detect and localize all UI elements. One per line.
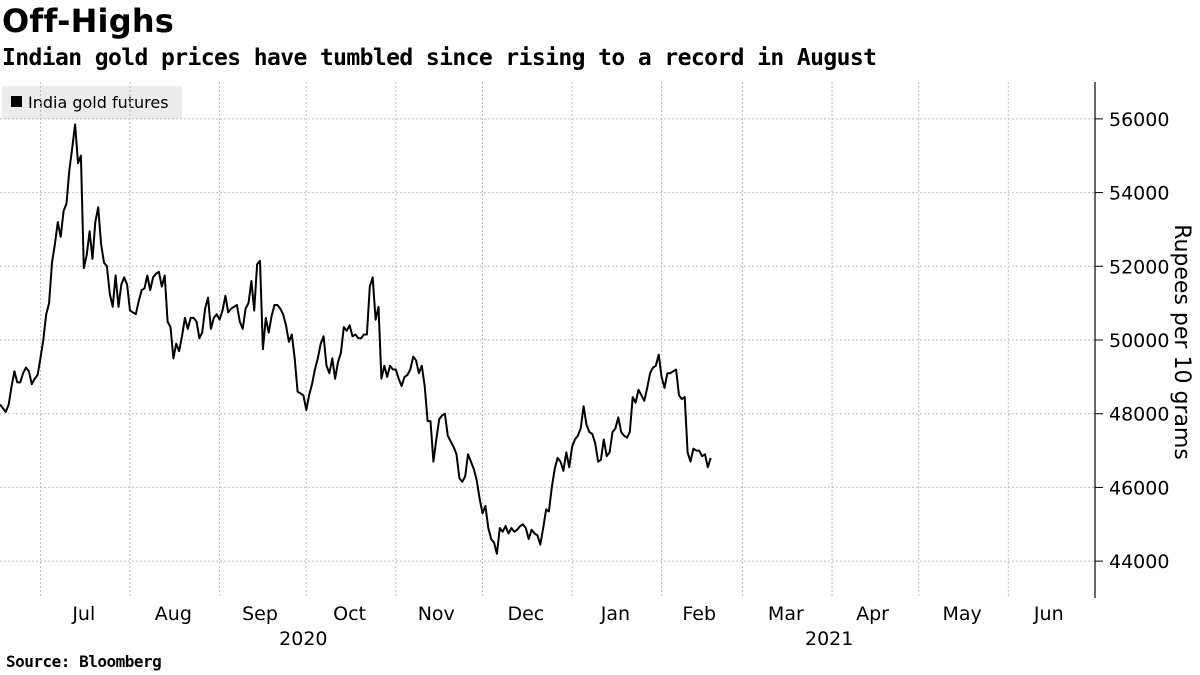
x-year-label: 2021: [805, 628, 853, 650]
x-tick-label: Nov: [418, 603, 455, 625]
y-axis-label: Rupees per 10 grams: [1169, 224, 1194, 460]
series-line-india-gold-futures: [0, 123, 712, 555]
x-tick-label: Feb: [682, 603, 716, 625]
x-tick-label: Jan: [600, 603, 630, 625]
legend-label: India gold futures: [28, 93, 169, 112]
chart-title: Off-Highs: [2, 2, 175, 40]
x-tick-label: Jul: [71, 603, 95, 625]
x-axis: Jul Aug Sep Oct Nov Dec Jan Feb Mar Apr May Jun 2020…: [71, 603, 1063, 650]
y-tick-label: 48000: [1109, 404, 1169, 426]
x-tick-label: Oct: [333, 603, 366, 625]
y-tick-label: 52000: [1109, 256, 1169, 278]
y-axis: 44000 46000 48000 50000 52000 54000 56000: [1094, 82, 1169, 598]
y-tick-label: 50000: [1109, 330, 1169, 352]
x-tick-label: Apr: [856, 603, 889, 625]
legend-swatch: [11, 96, 22, 107]
y-tick-label: 46000: [1109, 477, 1169, 499]
x-tick-label: Dec: [507, 603, 544, 625]
x-tick-label: Aug: [155, 603, 192, 625]
y-tick-label: 56000: [1109, 109, 1169, 131]
x-tick-label: May: [942, 603, 981, 625]
y-tick-label: 44000: [1109, 551, 1169, 573]
x-tick-label: Sep: [242, 603, 278, 625]
chart-subtitle: Indian gold prices have tumbled since ri…: [2, 45, 877, 71]
x-tick-label: Jun: [1033, 603, 1064, 625]
x-tick-label: Mar: [768, 603, 804, 625]
source-note: Source: Bloomberg: [6, 652, 162, 671]
x-year-label: 2020: [279, 628, 327, 650]
y-tick-label: 54000: [1109, 183, 1169, 205]
legend-box: [2, 86, 182, 119]
grid: [0, 82, 1096, 598]
